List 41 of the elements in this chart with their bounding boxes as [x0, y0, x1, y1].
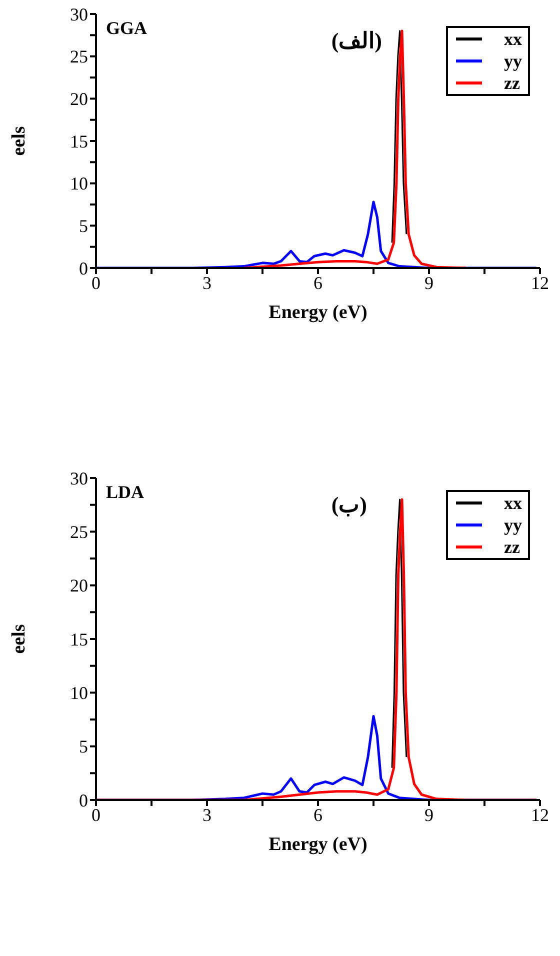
y-tick-label: 15 — [70, 629, 88, 650]
x-tick-label: 0 — [92, 804, 100, 825]
x-tick-label: 12 — [531, 804, 549, 825]
annotation: GGA — [106, 18, 148, 39]
y-axis-title: eels — [8, 126, 30, 156]
x-axis-title: Energy (eV) — [268, 302, 368, 323]
y-tick-label: 0 — [79, 258, 88, 278]
x-tick-label: 9 — [424, 272, 434, 293]
y-tick-label: 15 — [70, 131, 88, 152]
x-tick-label: 3 — [202, 272, 212, 293]
x-tick-label: 0 — [92, 272, 100, 293]
line-series — [391, 498, 408, 769]
y-tick-label: 20 — [70, 576, 88, 596]
x-tick-label: 6 — [314, 272, 322, 293]
y-tick-label: 5 — [79, 216, 88, 236]
y-tick-label: 25 — [70, 46, 88, 67]
annotation: (ب) — [331, 492, 367, 518]
y-tick-label: 30 — [70, 4, 88, 24]
x-tick-label: 3 — [202, 804, 212, 825]
x-tick-label: 9 — [424, 804, 434, 825]
x-tick-label: 6 — [314, 804, 322, 825]
legend-label: yy — [504, 514, 522, 536]
legend-label: zz — [504, 536, 520, 558]
y-tick-label: 5 — [79, 736, 88, 757]
line-series — [242, 30, 468, 268]
x-tick-label: 12 — [531, 272, 549, 293]
y-tick-label: 20 — [70, 89, 88, 110]
legend-label: xx — [504, 492, 522, 514]
x-axis-title: Energy (eV) — [268, 834, 368, 855]
y-tick-label: 10 — [70, 174, 88, 194]
y-tick-label: 0 — [79, 790, 88, 810]
y-axis-title: eels — [8, 624, 30, 654]
legend-label: zz — [504, 72, 520, 94]
y-tick-label: 10 — [70, 683, 88, 704]
y-tick-label: 30 — [70, 468, 88, 488]
annotation: (الف) — [331, 28, 382, 54]
legend-label: yy — [504, 50, 522, 72]
y-tick-label: 25 — [70, 522, 88, 542]
line-series — [391, 30, 408, 244]
annotation: LDA — [106, 482, 144, 503]
legend-label: xx — [504, 28, 522, 50]
